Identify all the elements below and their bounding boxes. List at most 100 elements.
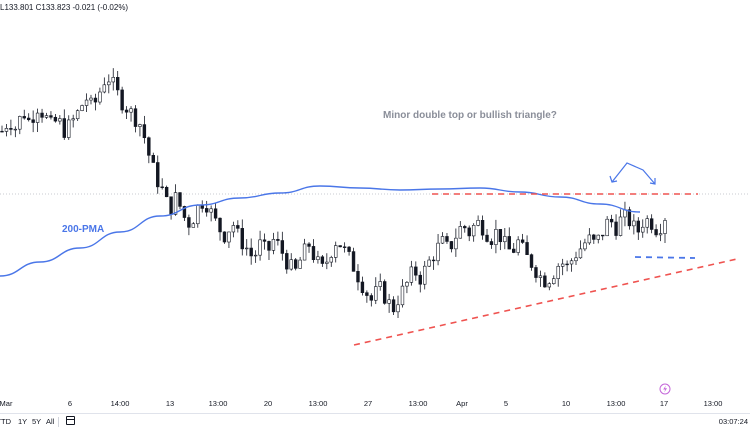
- candle-body: [494, 229, 498, 245]
- range-5y-button[interactable]: 5Y: [32, 417, 42, 426]
- candle-body: [378, 281, 382, 287]
- candle-body: [111, 77, 115, 83]
- candle-body: [120, 89, 124, 111]
- price-chart[interactable]: Minor double top or bullish triangle? 20…: [0, 0, 750, 413]
- candle-body: [454, 237, 458, 250]
- candle-body: [525, 242, 529, 255]
- candle-body: [427, 259, 431, 267]
- candle-body: [40, 112, 44, 118]
- candle-body: [418, 274, 422, 285]
- candle-body: [262, 239, 267, 242]
- candle-body: [627, 209, 632, 227]
- candle-body: [489, 241, 494, 245]
- candle-body: [351, 251, 356, 272]
- candle-body: [89, 97, 93, 101]
- x-tick-label: 13:00: [704, 399, 723, 408]
- candle-body: [552, 278, 556, 284]
- candle-body: [356, 271, 360, 283]
- x-tick-label: 13: [166, 399, 174, 408]
- candle-body: [84, 99, 89, 106]
- range-ytd-button[interactable]: YTD: [0, 417, 11, 426]
- candle-body: [463, 226, 467, 229]
- x-tick-label: 27: [364, 399, 372, 408]
- candle-body: [467, 227, 471, 237]
- candle-body: [596, 234, 600, 240]
- candle-body: [382, 281, 387, 304]
- candle-body: [182, 206, 187, 218]
- candle-body: [543, 275, 547, 288]
- annotation-question: Minor double top or bullish triangle?: [383, 110, 557, 121]
- candle-body: [196, 204, 200, 225]
- range-1y-button[interactable]: 1Y: [18, 417, 28, 426]
- candle-body: [13, 128, 18, 131]
- candle-body: [236, 225, 240, 229]
- candle-body: [133, 108, 138, 127]
- calendar-icon[interactable]: [66, 416, 75, 425]
- candle-body: [293, 259, 298, 269]
- candle-body: [22, 116, 26, 119]
- candle-body: [302, 243, 307, 261]
- candle-body: [520, 239, 525, 243]
- candle-body: [0, 130, 4, 133]
- x-axis: Mar 6 14:00 13 13:00 20 13:00 27 13:00 Apr 5 10 13:0…: [0, 399, 722, 408]
- arrow-head-left-icon: [609, 175, 618, 183]
- candle-body: [409, 266, 414, 283]
- candle-body: [204, 208, 209, 213]
- candle-body: [209, 208, 213, 213]
- support-dash: [634, 256, 696, 259]
- candle-body: [360, 281, 365, 293]
- candle-body: [485, 234, 489, 242]
- candle-body: [271, 239, 276, 251]
- candle-body: [636, 220, 641, 233]
- candle-body: [316, 256, 320, 260]
- candle-body: [663, 220, 667, 234]
- candle-body: [623, 209, 627, 218]
- candle-body: [449, 241, 454, 250]
- candle-body: [556, 266, 560, 279]
- candle-body: [338, 245, 342, 248]
- candle-body: [512, 248, 516, 253]
- candle-body: [191, 223, 196, 228]
- candle-body: [307, 243, 311, 247]
- candle-body: [169, 196, 173, 215]
- candle-body: [173, 192, 178, 215]
- candle-body: [240, 228, 244, 250]
- candle-body: [436, 242, 440, 262]
- candle-body: [507, 236, 511, 250]
- candle-body: [387, 299, 391, 304]
- x-tick-label: 13:00: [209, 399, 228, 408]
- x-tick-label: 13:00: [309, 399, 328, 408]
- candle-body: [605, 218, 609, 237]
- lightning-icon[interactable]: [659, 383, 671, 395]
- candle-body: [9, 128, 13, 130]
- candle-body: [115, 77, 120, 91]
- candle-body: [18, 116, 22, 130]
- candle-body: [654, 229, 658, 236]
- candle-body: [396, 304, 400, 313]
- candle-body: [445, 236, 449, 242]
- candle-body: [164, 186, 169, 198]
- candle-body: [53, 116, 58, 122]
- candle-body: [458, 226, 463, 239]
- toolbar-divider: [58, 417, 59, 427]
- candle-body: [320, 256, 325, 264]
- candle-body: [649, 218, 654, 230]
- candle-body: [58, 118, 62, 122]
- candle-body: [298, 259, 302, 269]
- candle-body: [374, 286, 378, 301]
- candle-body: [253, 254, 258, 257]
- double-top-arrows: [611, 162, 656, 185]
- candle-body: [645, 218, 649, 228]
- candle-body: [560, 263, 565, 267]
- range-all-button[interactable]: All: [46, 417, 55, 426]
- candle-body: [62, 118, 66, 138]
- candle-body: [151, 155, 155, 163]
- candle-body: [592, 234, 596, 240]
- candle-body: [4, 128, 9, 132]
- candle-body: [325, 261, 329, 264]
- candle-body: [80, 105, 84, 111]
- x-tick-label: 10: [562, 399, 570, 408]
- candle-body: [124, 109, 129, 113]
- x-tick-label: 17: [660, 399, 668, 408]
- candle-body: [587, 234, 592, 244]
